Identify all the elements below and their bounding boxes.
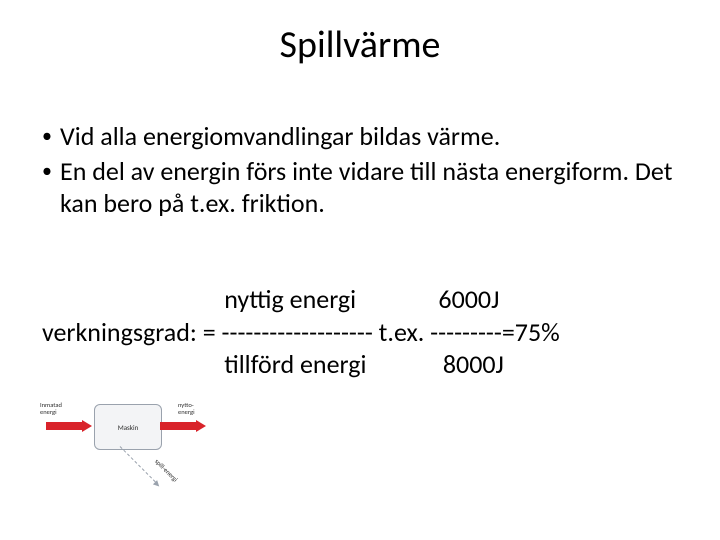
slide-title: Spillvärme bbox=[0, 22, 720, 68]
formula-denominator-row: tillförd energi 8000J bbox=[42, 348, 682, 381]
bullet-text: En del av energin förs inte vidare till … bbox=[60, 155, 682, 220]
bullet-dot-icon: • bbox=[42, 120, 60, 153]
bullet-list: • Vid alla energiomvandlingar bildas vär… bbox=[42, 120, 682, 222]
diagram-input-label: Inmatad energi bbox=[40, 402, 72, 416]
arrow-spill-icon bbox=[120, 446, 156, 482]
formula-fraction-row: verkningsgrad: = ------------------- t.e… bbox=[42, 316, 682, 349]
energy-diagram: Inmatad energi Maskin nytto-energi spill… bbox=[40, 390, 210, 470]
slide: Spillvärme • Vid alla energiomvandlingar… bbox=[0, 0, 720, 540]
diagram-machine-box: Maskin bbox=[94, 404, 162, 450]
formula-block: nyttig energi 6000J verkningsgrad: = ---… bbox=[42, 283, 682, 381]
diagram-output-label: nytto-energi bbox=[178, 402, 210, 416]
bullet-dot-icon: • bbox=[42, 155, 60, 220]
arrow-in-icon bbox=[46, 420, 92, 432]
arrow-out-icon bbox=[160, 420, 206, 432]
formula-numerator-row: nyttig energi 6000J bbox=[42, 283, 682, 316]
bullet-item: • En del av energin förs inte vidare til… bbox=[42, 155, 682, 220]
bullet-item: • Vid alla energiomvandlingar bildas vär… bbox=[42, 120, 682, 153]
bullet-text: Vid alla energiomvandlingar bildas värme… bbox=[60, 120, 682, 153]
